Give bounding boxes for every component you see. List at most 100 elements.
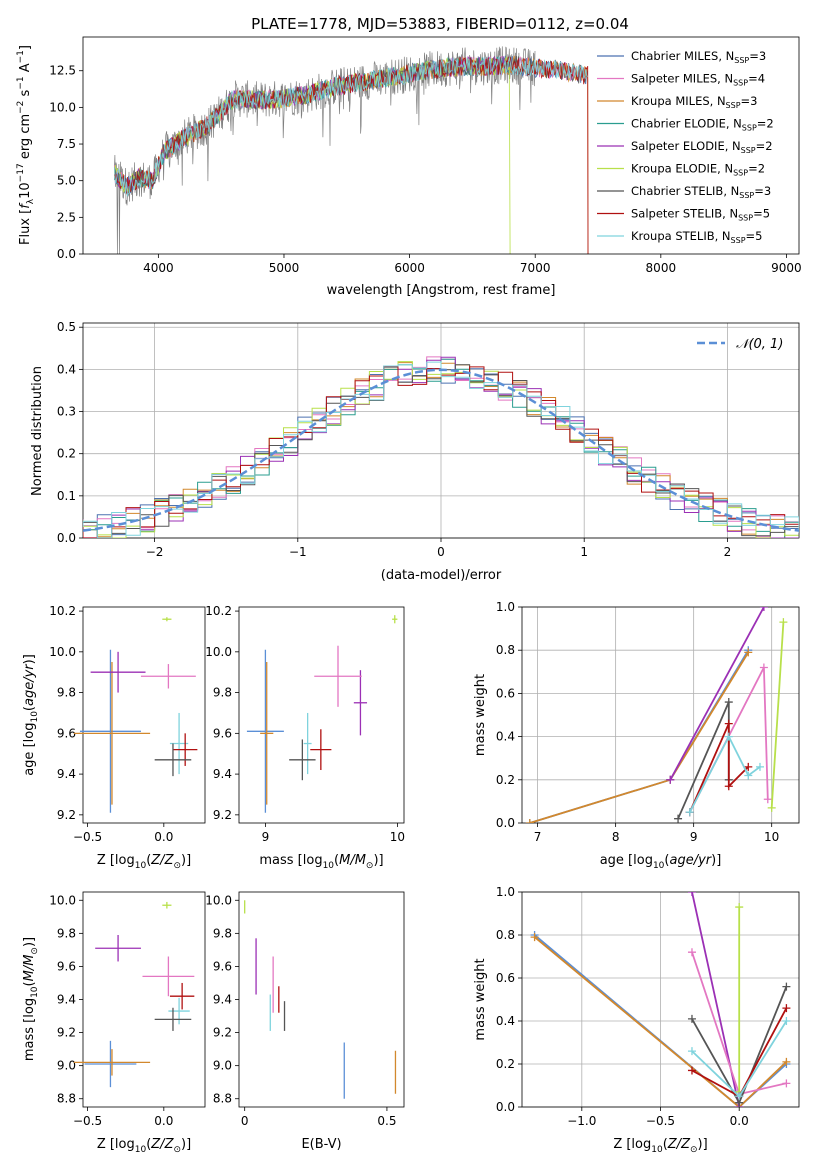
- y-tick-label: 9.4: [57, 993, 76, 1007]
- weight-line: [669, 607, 765, 781]
- mass_vs_Z-panel: −0.5 0.0 8.8 9.0 9.2 9.4 9.6 9.8 10.0 Z [log10(Z/…: [22, 891, 206, 1155]
- weight-marker: [782, 982, 791, 991]
- y-tick-label: 2.5: [57, 210, 76, 224]
- x-tick-label: 10: [390, 830, 405, 844]
- y-tick-label: 9.6: [57, 959, 76, 973]
- x-axis-label: (data-model)/error: [381, 568, 502, 583]
- x-tick-label: 2: [724, 545, 732, 559]
- axes-frame: [82, 322, 800, 539]
- weight-marker: [744, 762, 753, 771]
- y-tick-label: 9.0: [213, 1059, 232, 1073]
- weight-marker: [744, 771, 753, 780]
- weight-marker: [724, 782, 733, 791]
- y-tick-label: 0.6: [496, 686, 515, 700]
- weight-marker: [724, 698, 733, 707]
- y-tick-label: 0.0: [496, 1100, 515, 1114]
- y-tick-label: 9.4: [57, 767, 76, 781]
- x-tick-label: −2: [146, 545, 164, 559]
- y-tick-label: 9.2: [57, 808, 76, 822]
- legend-label: Kroupa MILES, NSSP=3: [631, 94, 757, 110]
- legend-label: Chabrier ELODIE, NSSP=2: [631, 117, 774, 133]
- weight-marker: [735, 903, 744, 912]
- weight-marker: [735, 1092, 744, 1101]
- x-tick-label: 0.0: [730, 1114, 749, 1128]
- legend-label: Kroupa ELODIE, NSSP=2: [631, 162, 765, 178]
- weight-line: [770, 622, 785, 808]
- y-tick-label: 0.2: [496, 773, 515, 787]
- y-tick-label: 0.2: [496, 1057, 515, 1071]
- x-tick-label: 10: [764, 830, 779, 844]
- weight-marker: [530, 933, 539, 942]
- x-tick-label: 0: [241, 1114, 249, 1128]
- x-tick-label: 5000: [269, 261, 300, 275]
- y-tick-label: 5.0: [57, 174, 76, 188]
- x-axis-label: E(B-V): [301, 1137, 341, 1152]
- y-tick-label: 9.8: [57, 926, 76, 940]
- y-tick-label: 0.3: [57, 405, 76, 419]
- x-tick-label: −0.5: [646, 1114, 675, 1128]
- y-axis-label: mass weight: [473, 674, 488, 756]
- axes-frame: [521, 606, 800, 824]
- weight-line: [534, 936, 788, 1107]
- y-tick-label: 0.2: [57, 447, 76, 461]
- y-axis-label: Normed distribution: [30, 366, 45, 496]
- age_vs_mass-panel: 9 10 9.2 9.4 9.6 9.8 10.0 10.2 mass [log10(M/M⊙)…: [205, 604, 405, 871]
- x-tick-label: 0: [437, 545, 445, 559]
- x-tick-label: 7: [534, 830, 542, 844]
- y-tick-label: 0.0: [57, 247, 76, 261]
- spectrum-panel: 4000 5000 6000 7000 8000 9000 0.0 2.5 5.0 7.5 10.0…: [16, 36, 802, 298]
- legend-label: Chabrier MILES, NSSP=3: [631, 49, 766, 65]
- y-tick-label: 10.0: [205, 645, 232, 659]
- weight_vs_age-panel: 7 8 9 10 0.0 0.2 0.4 0.6 0.8 1.0 mass weight age [l…: [473, 600, 800, 871]
- y-tick-label: 1.0: [496, 600, 515, 614]
- axes-frame: [82, 606, 206, 824]
- figure-title: PLATE=1778, MJD=53883, FIBERID=0112, z=0…: [251, 15, 629, 33]
- spectrum-plot: [113, 46, 589, 254]
- weight-marker: [782, 1057, 791, 1066]
- y-tick-label: 9.8: [213, 686, 232, 700]
- weight-marker: [687, 1066, 696, 1075]
- weight-marker: [759, 663, 768, 672]
- legend-label: Kroupa STELIB, NSSP=5: [631, 229, 762, 245]
- y-tick-label: 7.5: [57, 137, 76, 151]
- x-axis-label: wavelength [Angstrom, rest frame]: [327, 283, 556, 298]
- legend-label: 𝒩(0, 1): [736, 337, 783, 352]
- y-tick-label: 0.4: [57, 362, 76, 376]
- weight-marker: [763, 795, 772, 804]
- mass_vs_ebv-panel: 0 0.5 8.8 9.0 9.2 9.4 9.6 9.8 10.0 E(B-V): [205, 891, 405, 1152]
- x-tick-label: 9: [690, 830, 698, 844]
- y-tick-label: 9.6: [213, 726, 232, 740]
- x-axis-label: mass [log10(M/M⊙)]: [259, 853, 383, 871]
- y-tick-label: 9.0: [57, 1059, 76, 1073]
- weight-marker: [759, 607, 768, 611]
- residuals-plot: [83, 356, 799, 538]
- x-tick-label: 4000: [143, 261, 174, 275]
- x-tick-label: 9000: [771, 261, 802, 275]
- x-tick-label: 9: [262, 830, 270, 844]
- weight-marker: [687, 1014, 696, 1023]
- weight-plot: [530, 892, 791, 1107]
- age_vs_Z-panel: −0.5 0.0 9.2 9.4 9.6 9.8 10.0 10.2 Z [log10(Z/Z⊙…: [22, 604, 206, 871]
- y-tick-label: 10.2: [205, 604, 232, 618]
- x-tick-label: −1.0: [567, 1114, 596, 1128]
- weight-marker: [724, 719, 733, 728]
- y-tick-label: 8.8: [57, 1092, 76, 1106]
- weight-marker: [782, 1017, 791, 1025]
- y-tick-label: 1.0: [496, 885, 515, 899]
- weight-marker: [755, 762, 764, 771]
- y-tick-label: 9.6: [57, 726, 76, 740]
- axes-frame: [82, 36, 800, 255]
- y-tick-label: 10.0: [49, 100, 76, 114]
- weight-marker: [767, 803, 776, 812]
- y-tick-label: 0.4: [496, 730, 515, 744]
- x-tick-label: 0.0: [154, 830, 173, 844]
- legend-label: Salpeter STELIB, NSSP=5: [631, 207, 770, 223]
- y-axis-label: mass weight: [473, 958, 488, 1040]
- y-tick-label: 0.5: [57, 320, 76, 334]
- y-tick-label: 10.0: [49, 645, 76, 659]
- residuals-panel: −2 −1 0 1 2 0.0 0.1 0.2 0.3 0.4 0.5 𝒩(0, 1) (data-mo…: [30, 320, 800, 583]
- weight_vs_Z-panel: −1.0 −0.5 0.0 0.0 0.2 0.4 0.6 0.8 1.0 mass weight…: [473, 885, 800, 1155]
- x-tick-label: 6000: [394, 261, 425, 275]
- y-tick-label: 9.8: [213, 926, 232, 940]
